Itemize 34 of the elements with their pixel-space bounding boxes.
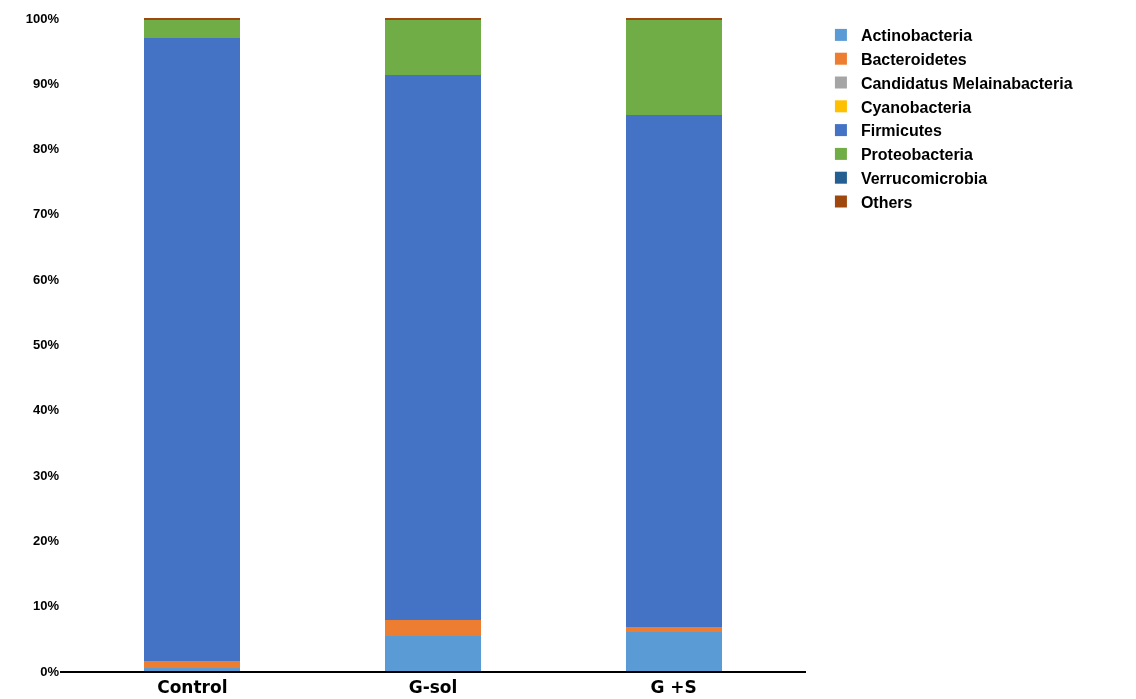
bar xyxy=(384,19,482,75)
legend-label: Cyanobacteria xyxy=(860,98,972,116)
y-tick-label: 10% xyxy=(32,598,60,614)
y-tick-label: 100% xyxy=(25,10,60,26)
x-tick-label: G +S xyxy=(650,677,697,698)
y-tick-label: 0% xyxy=(40,663,60,679)
bar xyxy=(384,620,482,636)
y-tick-label: 60% xyxy=(32,271,60,287)
bar xyxy=(625,19,722,116)
bar xyxy=(144,661,241,668)
legend-label: Bacteroidetes xyxy=(860,50,967,68)
x-tick-label: Control xyxy=(157,677,228,698)
y-tick-label: 90% xyxy=(32,75,60,91)
bar xyxy=(144,667,241,671)
legend-label: Verrucomicrobia xyxy=(860,169,988,187)
bar xyxy=(384,635,482,671)
bar xyxy=(625,631,722,671)
y-tick-label: 80% xyxy=(32,141,60,157)
legend-label: Firmicutes xyxy=(860,122,942,140)
legend-label: Proteobacteria xyxy=(860,146,974,164)
legend-label: Candidatus Melainabacteria xyxy=(860,74,1073,92)
legend-label: Others xyxy=(860,193,913,211)
y-tick-label: 50% xyxy=(32,337,60,353)
y-tick-label: 40% xyxy=(32,402,60,418)
y-tick-label: 30% xyxy=(32,467,60,483)
y-tick-label: 70% xyxy=(32,206,60,222)
bar xyxy=(144,38,241,662)
bar xyxy=(625,115,722,628)
bar xyxy=(384,74,482,621)
y-tick-label: 20% xyxy=(32,532,60,548)
x-tick-label: G-sol xyxy=(408,677,458,698)
bar xyxy=(144,19,241,39)
legend-label: Actinobacteria xyxy=(860,27,973,45)
bar xyxy=(625,627,722,632)
